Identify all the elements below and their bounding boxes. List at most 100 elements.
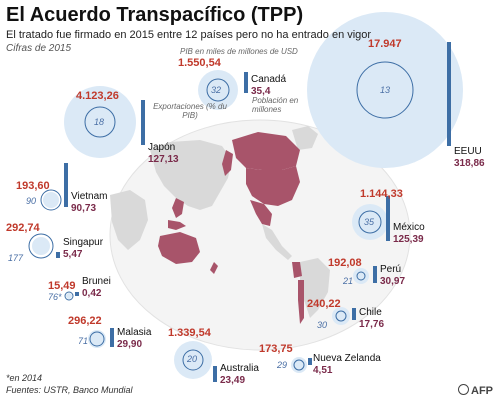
page-title: El Acuerdo Transpacífico (TPP) [6, 4, 304, 26]
exports-chile: 30 [317, 320, 328, 330]
country-name-chile: Chile [359, 307, 382, 318]
legend-exports: Exportaciones (% du PIB) [153, 102, 227, 120]
population-canada: 35,4 [251, 86, 271, 97]
exports-ring-malasia [89, 331, 105, 347]
new-zealand-landmass [210, 262, 218, 274]
gdp-brunei: 15,49 [48, 280, 76, 292]
usa-landmass [246, 166, 300, 206]
country-name-malasia: Malasia [117, 327, 152, 338]
mexico-landmass [250, 200, 272, 226]
globe-icon [458, 384, 469, 395]
population-malasia: 29,90 [117, 339, 143, 350]
exports-ring-mexico [358, 210, 382, 234]
exports-mexico: 35 [364, 217, 375, 227]
gdp-circle-canada [198, 70, 238, 110]
exports-japon: 18 [94, 117, 105, 127]
population-bar-nueva-zelanda [308, 358, 312, 365]
page-subtitle: El tratado fue firmado en 2015 entre 12 … [6, 29, 372, 41]
country-name-nueva-zelanda: Nueva Zelanda [313, 353, 381, 364]
gdp-circle-brunei [66, 293, 72, 299]
exports-singapur: 177 [8, 253, 24, 263]
population-vietnam: 90,73 [71, 203, 97, 214]
gdp-eeuu: 17.947 [368, 38, 402, 50]
legend-gdp: PIB en miles de millones de USD [180, 47, 298, 56]
africa-landmass [110, 190, 148, 250]
gdp-vietnam: 193,60 [16, 180, 50, 192]
population-bar-peru [373, 266, 377, 283]
population-bar-malasia [110, 328, 114, 347]
australia-landmass [158, 232, 200, 264]
legend-population: Población en millones [252, 96, 299, 114]
exports-nueva-zelanda: 29 [277, 360, 288, 370]
exports-ring-chile [335, 310, 347, 322]
exports-ring-nueva-zelanda [293, 359, 305, 371]
south-america-landmass [300, 258, 330, 318]
peru-landmass [292, 262, 302, 278]
exports-peru: 21 [343, 276, 354, 286]
exports-ring-eeuu [356, 61, 414, 119]
population-bar-singapur [56, 252, 60, 258]
gdp-circle-mexico [352, 204, 388, 240]
exports-canada: 32 [211, 85, 222, 95]
country-name-brunei: Brunei [82, 276, 111, 287]
gdp-singapur: 292,74 [6, 222, 40, 234]
gdp-circle-singapur [32, 237, 50, 255]
exports-ring-vietnam [40, 189, 62, 211]
gdp-circle-australia [174, 341, 212, 379]
country-name-mexico: México [393, 222, 425, 233]
gdp-circle-nueva-zelanda [291, 357, 307, 373]
population-japon: 127,13 [148, 154, 179, 165]
population-bar-japon [141, 100, 145, 145]
country-name-eeuu: EEUU [454, 146, 482, 157]
gdp-circle-chile [332, 307, 350, 325]
exports-brunei: 76* [48, 292, 62, 302]
gdp-circle-malasia [88, 330, 106, 348]
population-bar-vietnam [64, 163, 68, 207]
gdp-malasia: 296,22 [68, 315, 102, 327]
exports-ring-singapur [28, 233, 54, 259]
gdp-circle-eeuu [307, 12, 463, 168]
gdp-circle-peru [353, 268, 369, 284]
exports-ring-japon [84, 106, 116, 138]
country-name-peru: Perú [380, 264, 402, 275]
country-name-canada: Canadá [251, 74, 287, 85]
population-bar-mexico [386, 196, 390, 241]
exports-eeuu: 13 [380, 85, 391, 95]
sources: Fuentes: USTR, Banco Mundial [6, 385, 133, 395]
eurasia-landmass [150, 140, 232, 210]
population-bar-chile [352, 308, 356, 320]
exports-australia: 20 [187, 354, 198, 364]
gdp-australia: 1.339,54 [168, 327, 211, 339]
gdp-japon: 4.123,26 [76, 90, 119, 102]
population-nueva-zelanda: 4,51 [313, 365, 333, 376]
gdp-peru: 192,08 [328, 257, 362, 269]
agency-logo: AFP [458, 384, 493, 397]
population-chile: 17,76 [359, 319, 385, 330]
agency-logo-text: AFP [471, 385, 493, 397]
population-bar-brunei [75, 292, 79, 296]
malaysia-landmass [168, 220, 186, 230]
exports-ring-australia [182, 349, 204, 371]
country-name-singapur: Singapur [63, 237, 104, 248]
central-america-landmass [262, 224, 292, 260]
southeast-asia-landmass [172, 198, 184, 218]
country-name-australia: Australia [220, 363, 259, 374]
japan-landmass [222, 150, 233, 176]
footnote: *en 2014 [6, 373, 43, 383]
population-bar-australia [213, 366, 217, 382]
exports-ring-peru [356, 271, 366, 281]
population-brunei: 0,42 [82, 288, 102, 299]
country-name-japon: Japón [148, 142, 176, 153]
country-name-vietnam: Vietnam [71, 191, 108, 202]
population-peru: 30,97 [380, 276, 406, 287]
gdp-nueva-zelanda: 173,75 [259, 343, 293, 355]
gdp-canada: 1.550,54 [178, 57, 221, 69]
gdp-circle-japon [64, 86, 136, 158]
population-eeuu: 318,86 [454, 158, 485, 169]
population-mexico: 125,39 [393, 234, 424, 245]
exports-malasia: 71 [78, 336, 89, 346]
gdp-circle-vietnam [43, 192, 59, 208]
gdp-mexico: 1.144,33 [360, 188, 403, 200]
